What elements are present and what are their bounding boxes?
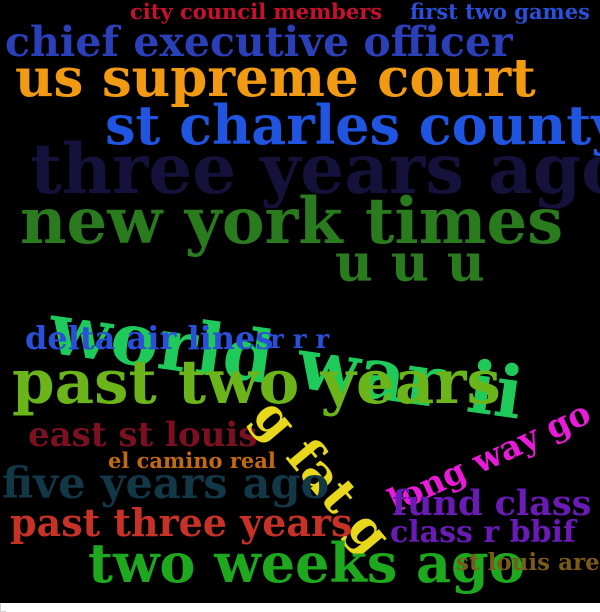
word-chief-executive-officer: chief executive officer: [5, 18, 513, 66]
word-new-york-times: new york times: [20, 184, 564, 259]
word-five-years-ago: five years ago: [2, 459, 330, 509]
word-us-supreme-court: us supreme court: [15, 47, 536, 109]
word-class-r-bbif: class r bbif: [390, 515, 576, 550]
word-east-st-louis: east st louis: [28, 415, 258, 455]
word-u-u-u: u u u: [335, 233, 485, 294]
word-fund-class-r: fund class r: [392, 483, 600, 524]
word-first-two-games: first two games: [410, 0, 590, 24]
word-r-r-r: r r r: [270, 325, 330, 355]
word-two-weeks-ago: two weeks ago: [88, 531, 525, 595]
word-el-camino-real: el camino real: [108, 448, 276, 473]
page-corner-mark: [0, 603, 6, 612]
word-city-council-members: city council members: [130, 0, 383, 24]
word-delta-air-lines: delta air lines: [25, 319, 274, 357]
word-st-charles-county: st charles county: [105, 93, 600, 157]
word-past-three-years: past three years: [10, 500, 353, 545]
word-three-years-ago: three years ago: [30, 129, 600, 210]
word-st-louis-area: st louis area: [456, 549, 600, 576]
word-past-two-years: past two years: [12, 347, 501, 418]
